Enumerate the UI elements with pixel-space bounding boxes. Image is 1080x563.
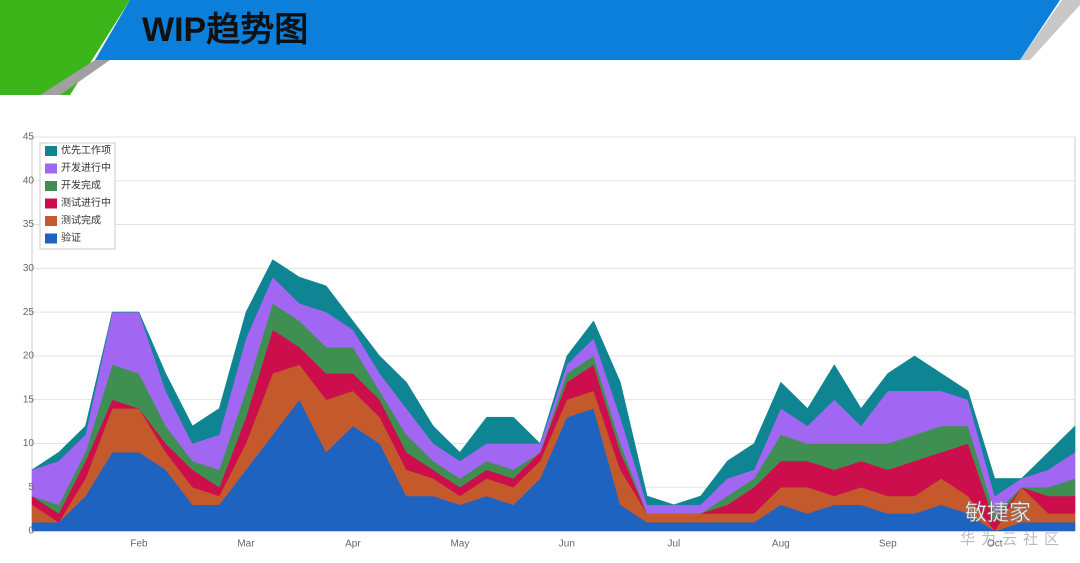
x-tick-label: Feb bbox=[130, 539, 148, 550]
y-tick-label: 15 bbox=[23, 394, 35, 405]
legend-swatch bbox=[45, 163, 57, 174]
legend-swatch bbox=[45, 146, 57, 156]
x-tick-label: Mar bbox=[237, 539, 255, 550]
y-tick-label: 10 bbox=[23, 438, 35, 449]
legend-label: 测试完成 bbox=[61, 214, 101, 227]
x-tick-label: Aug bbox=[772, 539, 790, 550]
watermark-community: 华为云社区 bbox=[960, 531, 1065, 548]
legend-swatch bbox=[45, 233, 57, 244]
legend-label: 验证 bbox=[61, 231, 81, 244]
legend-label: 开发进行中 bbox=[61, 161, 111, 174]
y-tick-label: 35 bbox=[23, 219, 35, 230]
legend-swatch bbox=[45, 216, 57, 226]
legend-label: 测试进行中 bbox=[61, 196, 111, 209]
watermark-brand: 敏捷家 bbox=[965, 500, 1031, 525]
x-tick-label: Apr bbox=[345, 539, 361, 550]
corner-accent bbox=[0, 0, 130, 95]
x-tick-label: Sep bbox=[879, 539, 897, 550]
area-series bbox=[31, 259, 1076, 505]
banner-edge bbox=[1020, 0, 1080, 60]
legend-box bbox=[39, 142, 116, 250]
title-banner bbox=[95, 0, 1060, 60]
slide-title: WIP趋势图 bbox=[142, 11, 308, 49]
banner-shadow bbox=[40, 60, 110, 95]
x-tick-label: Jul bbox=[667, 539, 680, 550]
x-tick-label: Jun bbox=[559, 539, 575, 550]
x-tick-label: May bbox=[450, 539, 469, 550]
y-tick-label: 25 bbox=[23, 307, 35, 318]
x-tick-label: Oct bbox=[987, 539, 1003, 550]
legend-swatch bbox=[45, 198, 57, 209]
legend-label: 优先工作项 bbox=[61, 144, 111, 157]
y-tick-label: 5 bbox=[28, 482, 34, 493]
y-tick-label: 40 bbox=[23, 175, 35, 186]
y-tick-label: 0 bbox=[28, 526, 34, 537]
legend-swatch bbox=[45, 181, 57, 191]
plot bbox=[31, 136, 1076, 532]
y-tick-label: 45 bbox=[23, 132, 35, 143]
y-tick-label: 30 bbox=[23, 263, 35, 274]
legend-label: 开发完成 bbox=[61, 179, 101, 192]
y-tick-label: 20 bbox=[23, 351, 35, 362]
